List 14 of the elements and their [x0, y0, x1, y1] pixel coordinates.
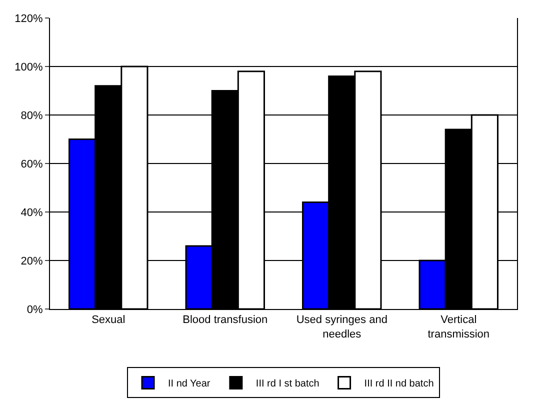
y-tick-label: 120% [14, 12, 44, 25]
x-tick-label: Blood transfusion [182, 314, 268, 326]
y-tick-label: 0% [26, 304, 44, 316]
legend-label: II nd Year [168, 378, 211, 390]
y-tick-label: 80% [20, 110, 44, 122]
y-tick-label: 20% [20, 255, 44, 268]
y-tick-label: 100% [14, 61, 44, 74]
legend-label: III rd II nd batch [364, 378, 434, 390]
y-tick-label: 60% [20, 158, 44, 170]
x-tick-label: Sexual [92, 314, 126, 326]
x-tick-label: Used syringes and needles [296, 314, 388, 340]
y-tick-label: 40% [20, 206, 44, 219]
x-tick-label: Vertical transmission [428, 314, 490, 340]
legend-label: III rd I st batch [256, 378, 320, 390]
